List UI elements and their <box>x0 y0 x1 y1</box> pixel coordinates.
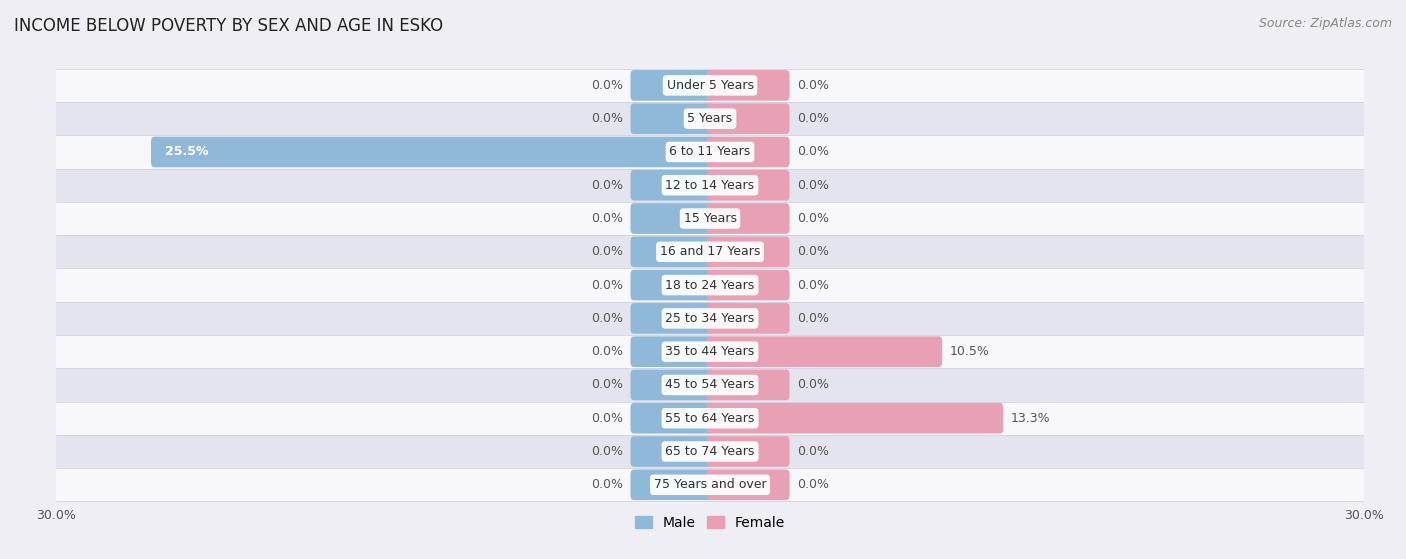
Text: 0.0%: 0.0% <box>591 445 623 458</box>
Text: 0.0%: 0.0% <box>797 212 830 225</box>
Text: 12 to 14 Years: 12 to 14 Years <box>665 179 755 192</box>
Text: 16 and 17 Years: 16 and 17 Years <box>659 245 761 258</box>
Text: 18 to 24 Years: 18 to 24 Years <box>665 278 755 292</box>
FancyBboxPatch shape <box>707 136 790 167</box>
Text: 25 to 34 Years: 25 to 34 Years <box>665 312 755 325</box>
FancyBboxPatch shape <box>630 403 713 434</box>
Bar <box>56 435 1364 468</box>
FancyBboxPatch shape <box>707 203 790 234</box>
Text: 0.0%: 0.0% <box>797 179 830 192</box>
FancyBboxPatch shape <box>630 270 713 300</box>
Text: 5 Years: 5 Years <box>688 112 733 125</box>
Bar <box>56 401 1364 435</box>
Text: 0.0%: 0.0% <box>797 312 830 325</box>
FancyBboxPatch shape <box>707 337 942 367</box>
FancyBboxPatch shape <box>707 436 790 467</box>
FancyBboxPatch shape <box>707 270 790 300</box>
Text: 0.0%: 0.0% <box>591 112 623 125</box>
FancyBboxPatch shape <box>630 103 713 134</box>
Text: INCOME BELOW POVERTY BY SEX AND AGE IN ESKO: INCOME BELOW POVERTY BY SEX AND AGE IN E… <box>14 17 443 35</box>
Text: 0.0%: 0.0% <box>591 278 623 292</box>
FancyBboxPatch shape <box>707 103 790 134</box>
FancyBboxPatch shape <box>707 236 790 267</box>
Bar <box>56 69 1364 102</box>
Bar <box>56 202 1364 235</box>
Legend: Male, Female: Male, Female <box>630 510 790 536</box>
Text: 75 Years and over: 75 Years and over <box>654 479 766 491</box>
FancyBboxPatch shape <box>707 403 1002 434</box>
Text: 0.0%: 0.0% <box>797 278 830 292</box>
Bar <box>56 169 1364 202</box>
Text: 0.0%: 0.0% <box>591 179 623 192</box>
FancyBboxPatch shape <box>707 70 790 101</box>
FancyBboxPatch shape <box>630 470 713 500</box>
Text: 0.0%: 0.0% <box>797 479 830 491</box>
Text: 0.0%: 0.0% <box>797 378 830 391</box>
Text: 35 to 44 Years: 35 to 44 Years <box>665 345 755 358</box>
Text: Under 5 Years: Under 5 Years <box>666 79 754 92</box>
Bar <box>56 468 1364 501</box>
Bar <box>56 368 1364 401</box>
Text: 0.0%: 0.0% <box>797 445 830 458</box>
Text: 65 to 74 Years: 65 to 74 Years <box>665 445 755 458</box>
Text: 15 Years: 15 Years <box>683 212 737 225</box>
Text: 13.3%: 13.3% <box>1011 412 1050 425</box>
Bar <box>56 235 1364 268</box>
Text: 0.0%: 0.0% <box>797 245 830 258</box>
Bar <box>56 135 1364 169</box>
Text: 10.5%: 10.5% <box>950 345 990 358</box>
FancyBboxPatch shape <box>630 170 713 201</box>
Text: 0.0%: 0.0% <box>797 145 830 158</box>
FancyBboxPatch shape <box>630 436 713 467</box>
Bar <box>56 268 1364 302</box>
FancyBboxPatch shape <box>630 70 713 101</box>
Text: 0.0%: 0.0% <box>797 112 830 125</box>
Bar <box>56 335 1364 368</box>
Text: 25.5%: 25.5% <box>166 145 208 158</box>
FancyBboxPatch shape <box>630 369 713 400</box>
FancyBboxPatch shape <box>630 303 713 334</box>
FancyBboxPatch shape <box>630 203 713 234</box>
FancyBboxPatch shape <box>707 170 790 201</box>
FancyBboxPatch shape <box>630 236 713 267</box>
Text: 0.0%: 0.0% <box>591 345 623 358</box>
FancyBboxPatch shape <box>707 303 790 334</box>
FancyBboxPatch shape <box>630 337 713 367</box>
Text: Source: ZipAtlas.com: Source: ZipAtlas.com <box>1258 17 1392 30</box>
Text: 0.0%: 0.0% <box>591 378 623 391</box>
FancyBboxPatch shape <box>707 470 790 500</box>
Text: 6 to 11 Years: 6 to 11 Years <box>669 145 751 158</box>
Bar <box>56 302 1364 335</box>
FancyBboxPatch shape <box>707 369 790 400</box>
FancyBboxPatch shape <box>150 136 713 167</box>
Bar <box>56 102 1364 135</box>
Text: 45 to 54 Years: 45 to 54 Years <box>665 378 755 391</box>
Text: 0.0%: 0.0% <box>591 412 623 425</box>
Text: 0.0%: 0.0% <box>797 79 830 92</box>
Text: 0.0%: 0.0% <box>591 212 623 225</box>
Text: 0.0%: 0.0% <box>591 479 623 491</box>
Text: 55 to 64 Years: 55 to 64 Years <box>665 412 755 425</box>
Text: 0.0%: 0.0% <box>591 245 623 258</box>
Text: 0.0%: 0.0% <box>591 312 623 325</box>
Text: 0.0%: 0.0% <box>591 79 623 92</box>
